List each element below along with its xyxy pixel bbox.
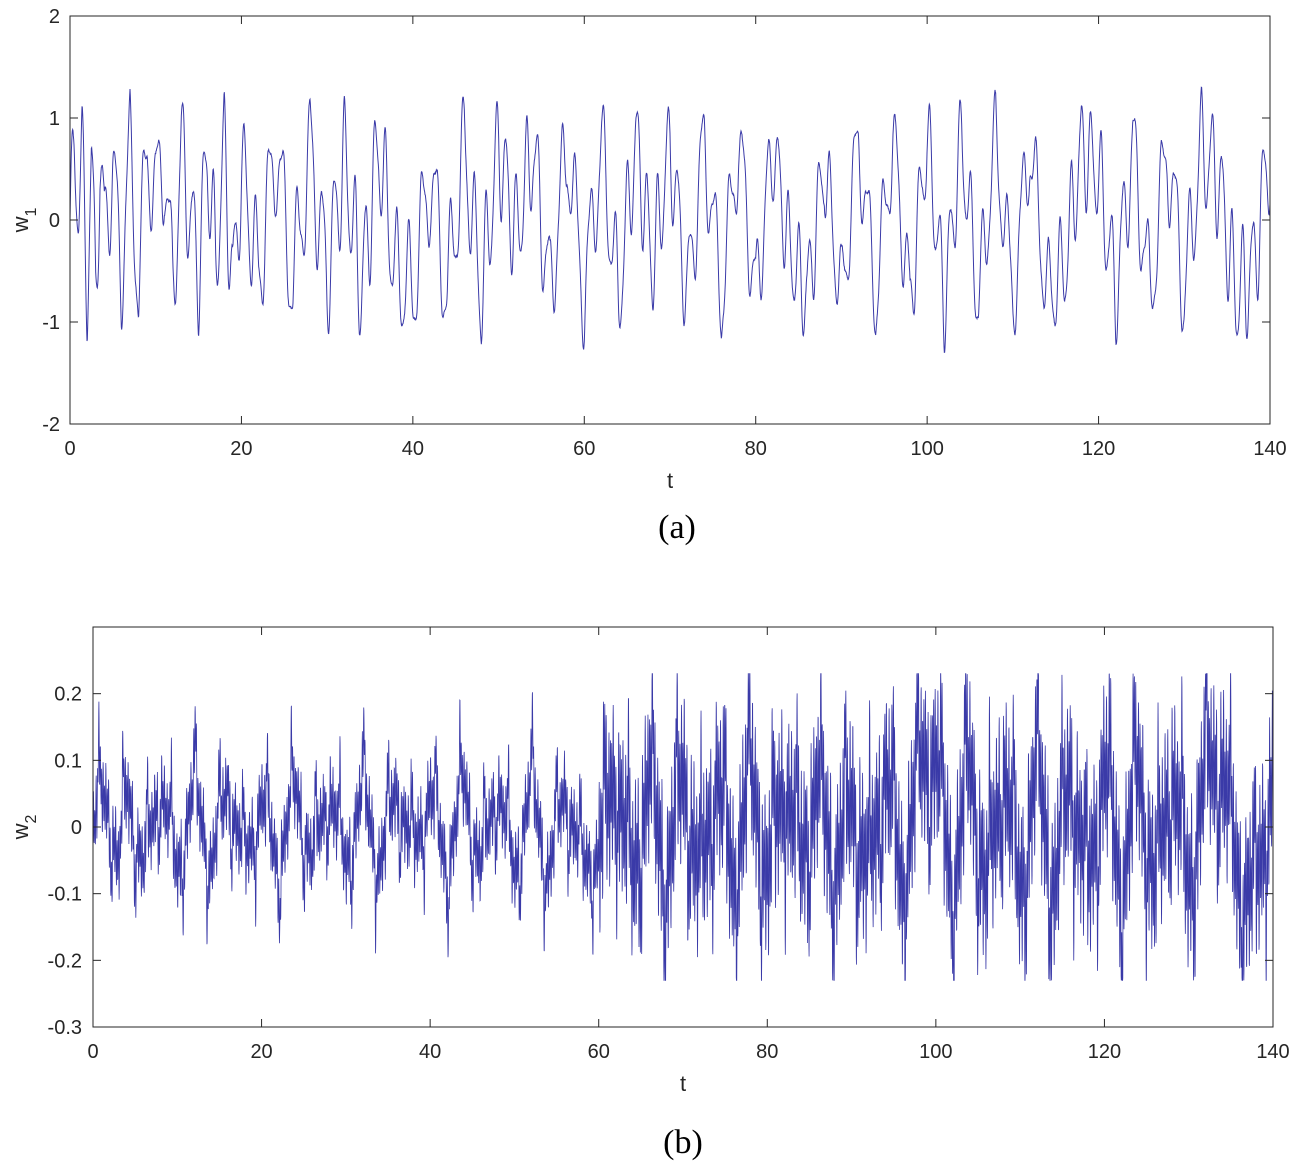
x-tick-label: 40 [419, 1041, 441, 1063]
x-tick-label: 140 [1253, 438, 1286, 460]
y-axis-title: w1 [8, 208, 40, 234]
x-tick-label: 120 [1088, 1041, 1121, 1063]
panel-a: 0 20 40 60 80 100 120 140 2 1 0 -1 -2 t w1 (a) [8, 6, 1287, 546]
y-tick-label: -0.2 [48, 950, 82, 972]
panel-caption: (a) [658, 509, 696, 546]
x-tick-label: 100 [910, 438, 943, 460]
x-tick-label: 140 [1256, 1041, 1289, 1063]
panel-b: 0 20 40 60 80 100 120 140 0.2 0.1 0 -0.1 -0.2 -0.3 t w2… [8, 626, 1290, 1161]
y-tick-label: -1 [42, 312, 60, 334]
axes-frame [69, 15, 1271, 425]
y-axis-title: w2 [8, 815, 40, 841]
x-tick-label: 20 [250, 1041, 272, 1063]
y-tick-label: 0.2 [54, 684, 82, 706]
x-tick-label: 100 [919, 1041, 952, 1063]
y-tick-label: 0.1 [54, 750, 82, 772]
x-tick-label: 0 [87, 1041, 98, 1063]
x-axis-title: t [667, 468, 673, 493]
y-tick-label: -0.3 [48, 1017, 82, 1039]
series-line [92, 673, 1274, 981]
x-tick-label: 60 [588, 1041, 610, 1063]
x-tick-label: 80 [756, 1041, 778, 1063]
y-tick-label: 0 [49, 210, 60, 232]
y-tick-label: 0 [71, 817, 82, 839]
x-tick-label: 40 [402, 438, 424, 460]
y-tick-label: -2 [42, 414, 60, 436]
x-tick-label: 60 [573, 438, 595, 460]
y-tick-label: 2 [49, 6, 60, 28]
x-axis-title: t [680, 1071, 686, 1096]
x-tick-label: 0 [64, 438, 75, 460]
y-tick-label: 1 [49, 108, 60, 130]
panel-caption: (b) [663, 1124, 703, 1161]
y-tick-label: -0.1 [48, 884, 82, 906]
x-tick-label: 120 [1082, 438, 1115, 460]
x-tick-label: 80 [745, 438, 767, 460]
series-line [69, 86, 1271, 354]
x-tick-label: 20 [230, 438, 252, 460]
